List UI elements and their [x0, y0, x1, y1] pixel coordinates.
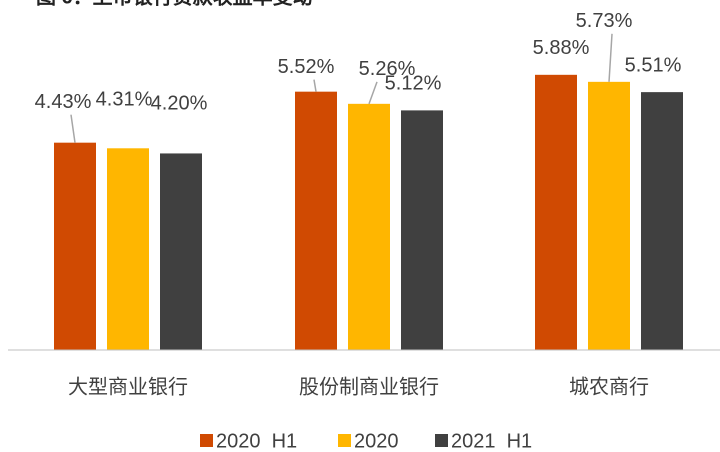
- x-tick-label: 大型商业银行: [68, 375, 188, 398]
- chart-title: 图 6：上市银行贷款收益率变动: [36, 0, 313, 8]
- data-label: 5.26%: [359, 58, 416, 80]
- data-label: 5.88%: [533, 37, 590, 59]
- bar: [160, 153, 202, 350]
- legend-swatch: [200, 434, 213, 447]
- data-label: 5.73%: [576, 10, 633, 32]
- legend-label: 2021 H1: [451, 430, 532, 452]
- data-label: 4.43%: [35, 91, 92, 113]
- legend-swatch: [338, 434, 351, 447]
- bar: [641, 92, 683, 350]
- legend-swatch: [435, 434, 448, 447]
- leader-line: [313, 79, 317, 92]
- leader-line: [608, 33, 613, 82]
- data-label: 4.31%: [96, 89, 153, 111]
- bar: [295, 91, 337, 350]
- data-label: 5.12%: [385, 73, 442, 95]
- bar: [401, 110, 443, 350]
- bar: [107, 148, 149, 350]
- x-tick-label: 城农商行: [569, 375, 649, 398]
- x-tick-label: 股份制商业银行: [299, 375, 439, 398]
- bar: [535, 74, 577, 350]
- data-label: 5.51%: [625, 54, 682, 76]
- bar: [348, 103, 390, 350]
- bar: [54, 142, 96, 350]
- leader-line: [368, 81, 378, 105]
- bar: [588, 81, 630, 350]
- data-label: 5.52%: [278, 56, 335, 78]
- legend-label: 2020: [354, 430, 399, 452]
- data-label: 4.20%: [151, 93, 208, 115]
- leader-line: [70, 114, 76, 143]
- legend-label: 2020 H1: [216, 430, 297, 452]
